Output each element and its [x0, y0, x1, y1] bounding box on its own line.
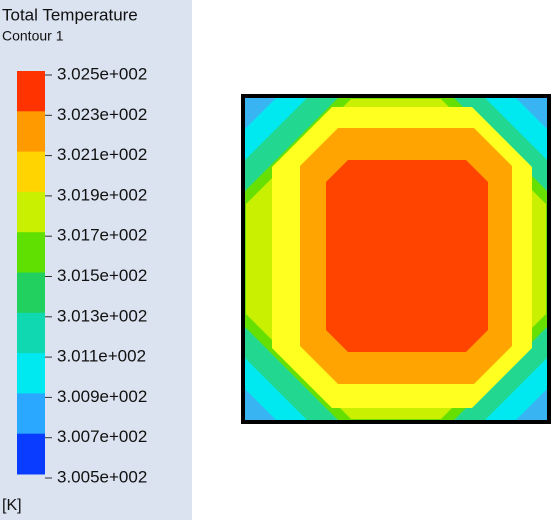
colorbar-label: 3.013e+002 [57, 306, 147, 325]
colorbar-band [17, 191, 45, 233]
colorbar-label: 3.021e+002 [57, 145, 147, 164]
colorbar-label: 3.023e+002 [57, 105, 147, 124]
colorbar-band [17, 393, 45, 435]
colorbar-band [17, 151, 45, 193]
colorbar-label: 3.009e+002 [57, 387, 147, 406]
colorbar-label: 3.025e+002 [57, 64, 147, 83]
colorbar-band [17, 353, 45, 394]
legend-title: Total Temperature [2, 5, 138, 24]
colorbar: 3.025e+002 3.023e+002 3.021e+002 3.019e+002… [17, 64, 147, 486]
colorbar-label: 3.019e+002 [57, 185, 147, 204]
colorbar-band [17, 312, 45, 354]
legend-unit: [K] [2, 497, 22, 514]
colorbar-band [17, 272, 45, 314]
colorbar-label: 3.015e+002 [57, 266, 147, 285]
legend-subtitle: Contour 1 [2, 28, 64, 44]
colorbar-band [17, 232, 45, 273]
colorbar-label: 3.011e+002 [57, 347, 146, 366]
colorbar-band [17, 433, 45, 475]
colorbar-band [17, 111, 45, 153]
plot-frame [241, 94, 551, 424]
colorbar-label: 3.017e+002 [57, 226, 147, 245]
contour-plot [244, 97, 548, 421]
contour-level [326, 160, 488, 352]
colorbar-label: 3.007e+002 [57, 427, 147, 446]
colorbar-band [17, 71, 45, 112]
colorbar-label: 3.005e+002 [57, 467, 147, 486]
